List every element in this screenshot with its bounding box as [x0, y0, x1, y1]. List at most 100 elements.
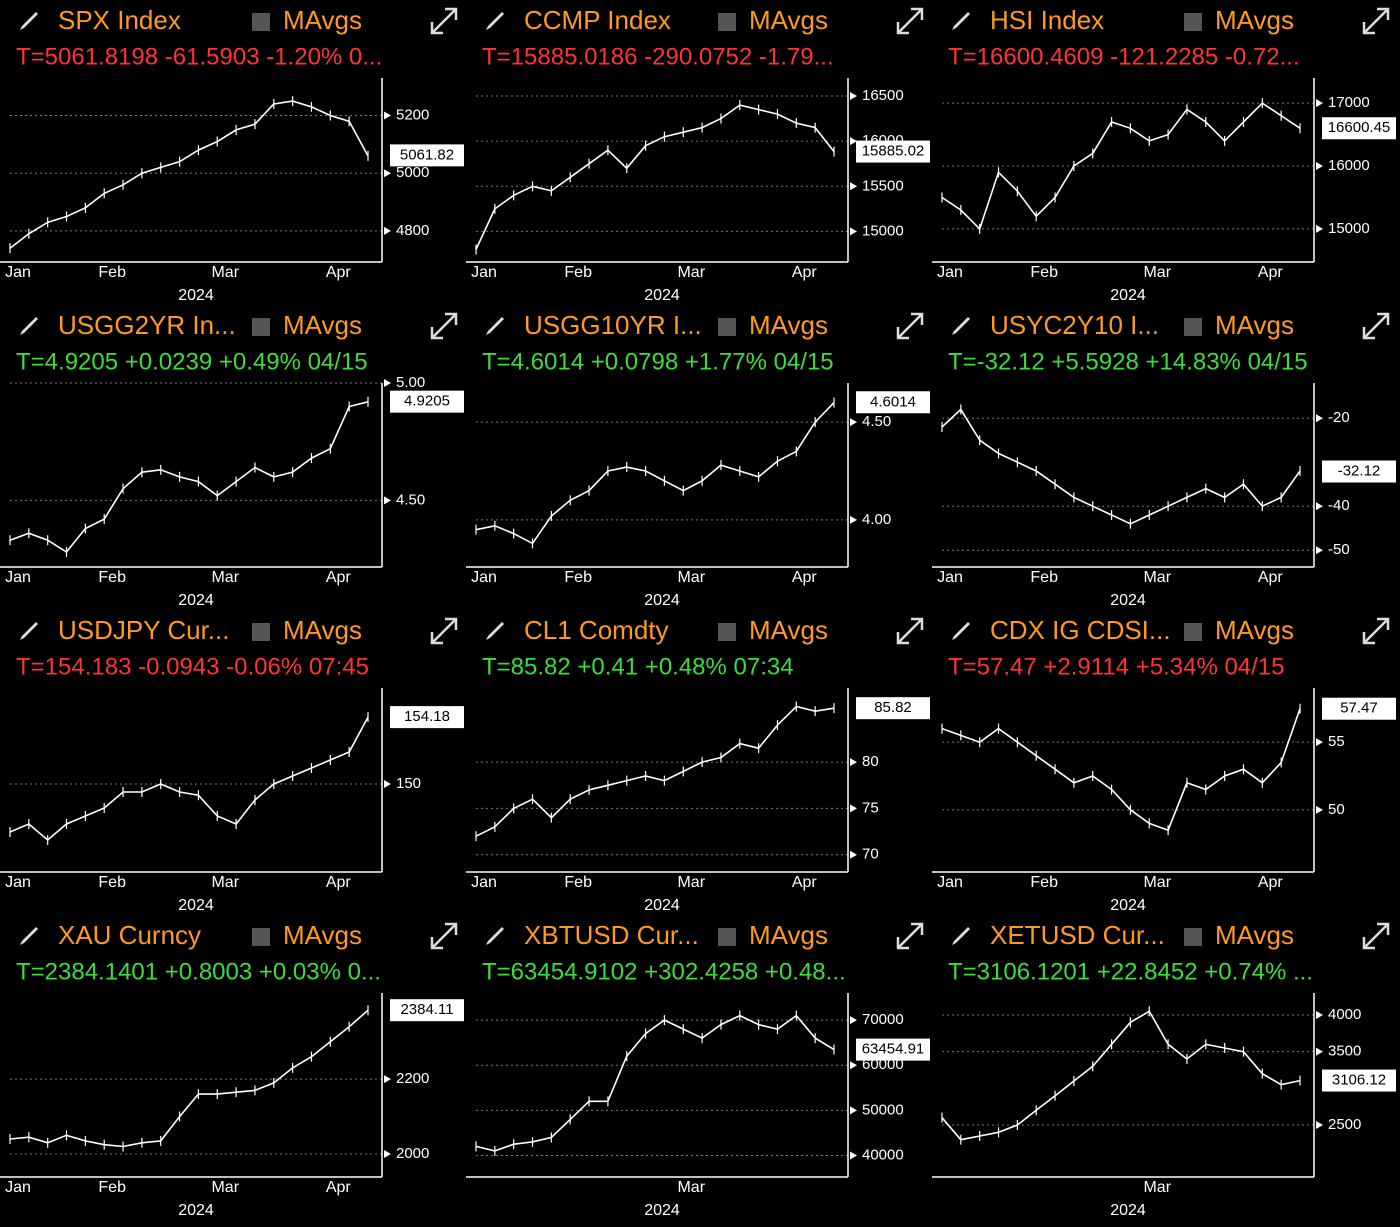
- edit-icon[interactable]: [952, 927, 970, 945]
- expand-icon[interactable]: [430, 922, 458, 950]
- y-tick-label: 50: [1328, 801, 1345, 818]
- y-tick-mark: [850, 1061, 857, 1070]
- last-price-tag: [856, 1038, 930, 1061]
- mavgs-checkbox[interactable]: [252, 928, 270, 946]
- y-tick-label: 5.00: [396, 374, 425, 391]
- x-axis-year: 2024: [644, 897, 680, 914]
- expand-icon[interactable]: [1362, 617, 1390, 645]
- y-tick-label: 3500: [1328, 1043, 1361, 1060]
- last-price-label: 5061.82: [400, 146, 454, 163]
- mavgs-label: MAvgs: [749, 5, 828, 35]
- mavgs-checkbox[interactable]: [718, 318, 736, 336]
- y-tick-label: 2000: [396, 1145, 429, 1162]
- last-price-label: 57.47: [1340, 700, 1378, 717]
- expand-icon[interactable]: [430, 312, 458, 340]
- last-price-tag: [1322, 117, 1396, 140]
- mavgs-checkbox[interactable]: [1184, 13, 1202, 31]
- security-title: XETUSD Cur...: [990, 920, 1165, 950]
- y-tick-mark: [850, 418, 857, 427]
- edit-icon[interactable]: [952, 622, 970, 640]
- last-price-label: 3106.12: [1332, 1072, 1386, 1089]
- mavgs-checkbox[interactable]: [252, 623, 270, 641]
- security-title: USDJPY Cur...: [58, 615, 229, 645]
- edit-icon[interactable]: [486, 927, 504, 945]
- mavgs-checkbox[interactable]: [252, 318, 270, 336]
- quote-line: T=2384.1401 +0.8003 +0.03% 0...: [16, 958, 381, 985]
- x-tick-label: Jan: [5, 1179, 31, 1196]
- x-tick-label: Mar: [1143, 264, 1171, 281]
- y-tick-mark: [850, 92, 857, 101]
- mavgs-checkbox[interactable]: [1184, 623, 1202, 641]
- price-line: [941, 408, 1301, 525]
- expand-icon[interactable]: [430, 7, 458, 35]
- expand-icon[interactable]: [1362, 7, 1390, 35]
- mavgs-checkbox[interactable]: [718, 928, 736, 946]
- y-tick-mark: [850, 227, 857, 236]
- x-tick-label: Apr: [1258, 264, 1284, 281]
- x-tick-label: Feb: [564, 569, 592, 586]
- x-tick-label: Apr: [326, 264, 352, 281]
- edit-icon[interactable]: [20, 12, 38, 30]
- y-tick-mark: [1316, 1047, 1323, 1056]
- edit-icon[interactable]: [952, 12, 970, 30]
- expand-icon[interactable]: [430, 617, 458, 645]
- y-tick-mark: [384, 1150, 391, 1159]
- x-tick-label: Apr: [326, 569, 352, 586]
- x-axis-year: 2024: [644, 1202, 680, 1219]
- x-tick-label: Feb: [1030, 874, 1058, 891]
- x-tick-label: Mar: [1143, 874, 1171, 891]
- expand-icon[interactable]: [1362, 922, 1390, 950]
- expand-icon[interactable]: [896, 617, 924, 645]
- mavgs-checkbox[interactable]: [718, 623, 736, 641]
- expand-icon[interactable]: [896, 7, 924, 35]
- y-tick-mark: [850, 1151, 857, 1160]
- mavgs-checkbox[interactable]: [718, 13, 736, 31]
- y-tick-label: -40: [1328, 497, 1350, 514]
- x-tick-label: Mar: [211, 569, 239, 586]
- quote-line: T=57.47 +2.9114 +5.34% 04/15: [948, 653, 1285, 680]
- edit-icon[interactable]: [486, 317, 504, 335]
- last-price-label: 63454.91: [862, 1041, 925, 1058]
- security-title: USYC2Y10 I...: [990, 310, 1159, 340]
- y-tick-mark: [384, 226, 391, 235]
- mavgs-checkbox[interactable]: [1184, 318, 1202, 336]
- security-title: HSI Index: [990, 5, 1104, 35]
- last-price-tag: [856, 140, 930, 163]
- security-title: XAU Curncy: [58, 920, 201, 950]
- security-title: CCMP Index: [524, 5, 671, 35]
- x-axis-year: 2024: [1110, 897, 1146, 914]
- mavgs-checkbox[interactable]: [252, 13, 270, 31]
- x-tick-label: Jan: [471, 569, 497, 586]
- y-tick-mark: [384, 780, 391, 788]
- x-axis-year: 2024: [644, 592, 680, 609]
- quote-line: T=15885.0186 -290.0752 -1.79...: [482, 43, 834, 70]
- edit-icon[interactable]: [952, 317, 970, 335]
- y-tick-label: 4.50: [862, 413, 891, 430]
- y-tick-mark: [850, 758, 857, 767]
- y-tick-mark: [850, 182, 857, 191]
- edit-icon[interactable]: [20, 927, 38, 945]
- last-price-label: 154.18: [404, 708, 450, 725]
- edit-icon[interactable]: [20, 317, 38, 335]
- edit-icon[interactable]: [486, 12, 504, 30]
- x-tick-label: Jan: [937, 874, 963, 891]
- x-tick-label: Apr: [792, 264, 818, 281]
- security-title: XBTUSD Cur...: [524, 920, 699, 950]
- mavgs-checkbox[interactable]: [1184, 928, 1202, 946]
- x-tick-label: Feb: [98, 874, 126, 891]
- x-tick-label: Mar: [677, 1179, 705, 1196]
- edit-icon[interactable]: [486, 622, 504, 640]
- expand-icon[interactable]: [896, 312, 924, 340]
- last-price-label: -32.12: [1338, 462, 1381, 479]
- y-tick-label: -50: [1328, 541, 1350, 558]
- x-tick-label: Feb: [564, 264, 592, 281]
- edit-icon[interactable]: [20, 622, 38, 640]
- y-tick-label: 16500: [862, 87, 904, 104]
- price-line: [475, 402, 835, 545]
- quote-line: T=4.6014 +0.0798 +1.77% 04/15: [482, 348, 834, 375]
- mavgs-label: MAvgs: [283, 310, 362, 340]
- expand-icon[interactable]: [1362, 312, 1390, 340]
- x-axis-year: 2024: [1110, 287, 1146, 304]
- expand-icon[interactable]: [896, 922, 924, 950]
- price-line: [475, 705, 835, 837]
